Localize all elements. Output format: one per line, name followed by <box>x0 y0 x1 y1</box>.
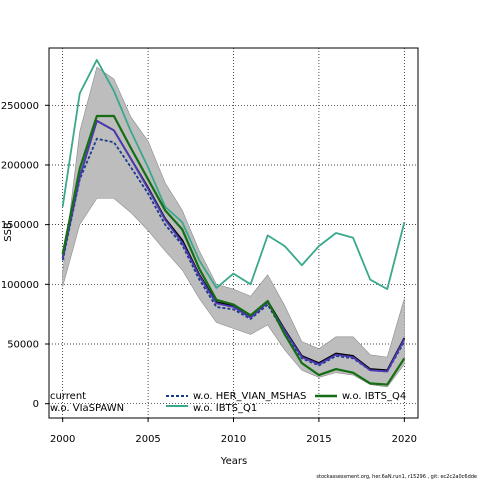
legend-label-ibts-q1: w.o. IBTS_Q1 <box>193 403 257 414</box>
x-axis-label: Years <box>220 456 247 467</box>
confidence-band-layer <box>62 66 405 388</box>
confidence-band <box>62 66 405 388</box>
x-tick-label: 2000 <box>50 434 75 445</box>
series-layer <box>61 59 406 386</box>
series-line-w-o-ibts-q1 <box>61 59 406 290</box>
tick-layer: 2000 2005 2010 2015 2020 0 50000 100000 150000 20… <box>1 101 417 445</box>
x-tick-label: 2010 <box>221 434 246 445</box>
y-tick-label: 250000 <box>1 101 39 112</box>
x-tick-label: 2015 <box>306 434 331 445</box>
series-line-w-o-viaspawn <box>61 119 406 373</box>
x-tick-label: 2005 <box>135 434 160 445</box>
footer-source: stockassessment.org, her.6aN.run1, r1529… <box>316 474 477 480</box>
y-tick-label: 200000 <box>1 160 39 171</box>
y-tick-label: 150000 <box>1 220 39 231</box>
series-line-w-o-her-vian-mshas <box>61 137 406 373</box>
x-tick-label: 2020 <box>392 434 417 445</box>
legend-label-her-vian-mshas: w.o. HER_VIAN_MSHAS <box>193 391 306 402</box>
legend-label-current: current <box>50 391 86 402</box>
y-axis-label: SSB <box>3 222 14 242</box>
legend-label-viaspawn: w.o. VIaSPAWN <box>50 403 124 414</box>
y-tick-label: 100000 <box>1 280 39 291</box>
y-tick-label: 0 <box>33 399 39 410</box>
legend: current w.o. VIaSPAWN w.o. HER_VIAN_MSHA… <box>50 391 406 414</box>
legend-label-ibts-q4: w.o. IBTS_Q4 <box>342 391 406 402</box>
y-tick-label: 50000 <box>7 340 39 351</box>
series-line-w-o-ibts-q4 <box>61 114 406 386</box>
